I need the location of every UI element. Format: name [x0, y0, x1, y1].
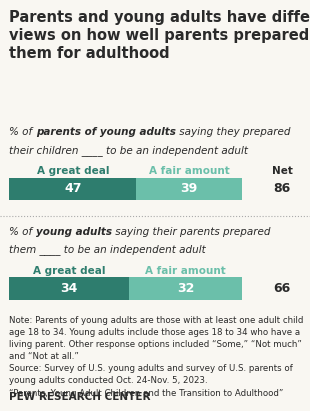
- Text: 39: 39: [180, 182, 198, 195]
- Text: Parents and young adults have different
views on how well parents prepared
them : Parents and young adults have different …: [9, 10, 310, 61]
- Text: A great deal: A great deal: [37, 166, 109, 176]
- Bar: [9, 178, 136, 200]
- Text: their children ____ to be an independent adult: their children ____ to be an independent…: [9, 145, 248, 156]
- Bar: [136, 178, 242, 200]
- Text: A great deal: A great deal: [33, 266, 105, 276]
- Text: 47: 47: [64, 182, 82, 195]
- Text: % of: % of: [9, 127, 36, 137]
- Text: Net: Net: [272, 166, 293, 176]
- Bar: [9, 277, 129, 300]
- Text: 34: 34: [60, 282, 78, 295]
- Text: Note: Parents of young adults are those with at least one adult child
age 18 to : Note: Parents of young adults are those …: [9, 316, 304, 397]
- Text: parents of young adults: parents of young adults: [36, 127, 175, 137]
- Text: them ____ to be an independent adult: them ____ to be an independent adult: [9, 245, 206, 256]
- Text: saying their parents prepared: saying their parents prepared: [112, 227, 270, 237]
- Text: young adults: young adults: [36, 227, 112, 237]
- Bar: [129, 277, 242, 300]
- Text: % of: % of: [9, 227, 36, 237]
- Text: saying they prepared: saying they prepared: [175, 127, 290, 137]
- Text: 86: 86: [273, 182, 291, 195]
- Text: PEW RESEARCH CENTER: PEW RESEARCH CENTER: [9, 392, 151, 402]
- Text: A fair amount: A fair amount: [145, 266, 226, 276]
- Text: A fair amount: A fair amount: [149, 166, 229, 176]
- Text: 66: 66: [273, 282, 291, 295]
- Text: 32: 32: [177, 282, 194, 295]
